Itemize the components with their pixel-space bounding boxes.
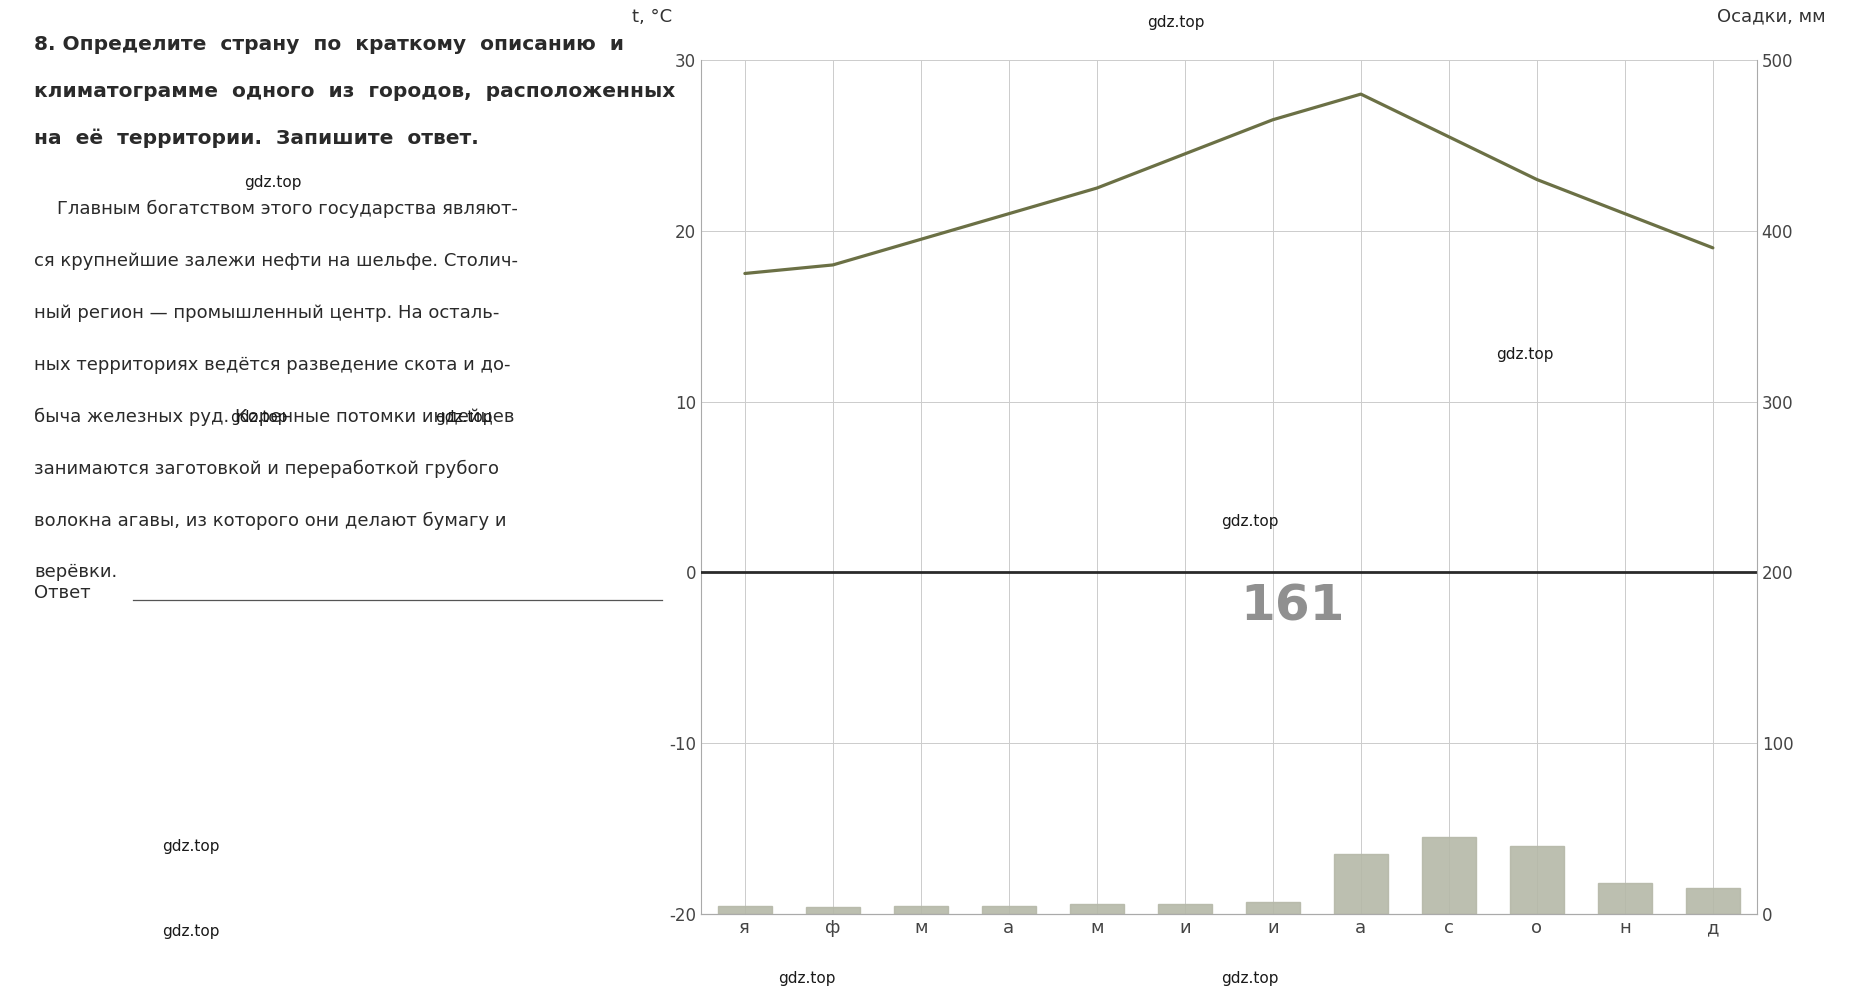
Text: ный регион — промышленный центр. На осталь-: ный регион — промышленный центр. На оста… [34, 304, 499, 322]
Text: gdz.top: gdz.top [435, 410, 493, 425]
Text: климатограмме  одного  из  городов,  расположенных: климатограмме одного из городов, располо… [34, 82, 675, 101]
Text: gdz.top: gdz.top [1220, 971, 1278, 986]
Text: 161: 161 [1239, 582, 1344, 630]
Text: волокна агавы, из которого они делают бумагу и: волокна агавы, из которого они делают бу… [34, 511, 506, 529]
Text: ся крупнейшие залежи нефти на шельфе. Столич-: ся крупнейшие залежи нефти на шельфе. Ст… [34, 252, 518, 270]
Text: Осадки, мм: Осадки, мм [1718, 8, 1826, 26]
Bar [1510, 846, 1564, 914]
Text: на  её  территории.  Запишите  ответ.: на её территории. Запишите ответ. [34, 129, 478, 148]
Text: ных территориях ведётся разведение скота и до-: ных территориях ведётся разведение скота… [34, 356, 510, 374]
Text: Главным богатством этого государства являют-: Главным богатством этого государства явл… [34, 200, 518, 218]
Bar [718, 905, 772, 914]
Bar [893, 905, 948, 914]
Bar [1245, 902, 1301, 914]
Bar [1686, 888, 1740, 914]
Text: gdz.top: gdz.top [1495, 347, 1553, 362]
Bar [1069, 904, 1123, 914]
Bar [1157, 904, 1213, 914]
Text: gdz.top: gdz.top [163, 924, 221, 939]
Text: gdz.top: gdz.top [1148, 15, 1206, 30]
Text: gdz.top: gdz.top [245, 175, 301, 190]
Text: gdz.top: gdz.top [1220, 513, 1278, 528]
Text: gdz.top: gdz.top [163, 839, 221, 854]
Bar [1334, 854, 1389, 914]
Text: gdz.top: gdz.top [230, 410, 288, 425]
Text: gdz.top: gdz.top [778, 971, 835, 986]
Text: быча железных руд. Коренные потомки индейцев: быча железных руд. Коренные потомки инде… [34, 408, 514, 426]
Text: верёвки.: верёвки. [34, 563, 118, 581]
Bar [981, 905, 1035, 914]
Bar [1422, 837, 1477, 914]
Text: t, °C: t, °C [632, 8, 673, 26]
Bar [1598, 883, 1652, 914]
Bar [806, 907, 860, 914]
Text: занимаются заготовкой и переработкой грубого: занимаются заготовкой и переработкой гру… [34, 460, 499, 478]
Text: Ответ: Ответ [34, 584, 92, 602]
Text: 8. Определите  страну  по  краткому  описанию  и: 8. Определите страну по краткому описани… [34, 35, 624, 54]
